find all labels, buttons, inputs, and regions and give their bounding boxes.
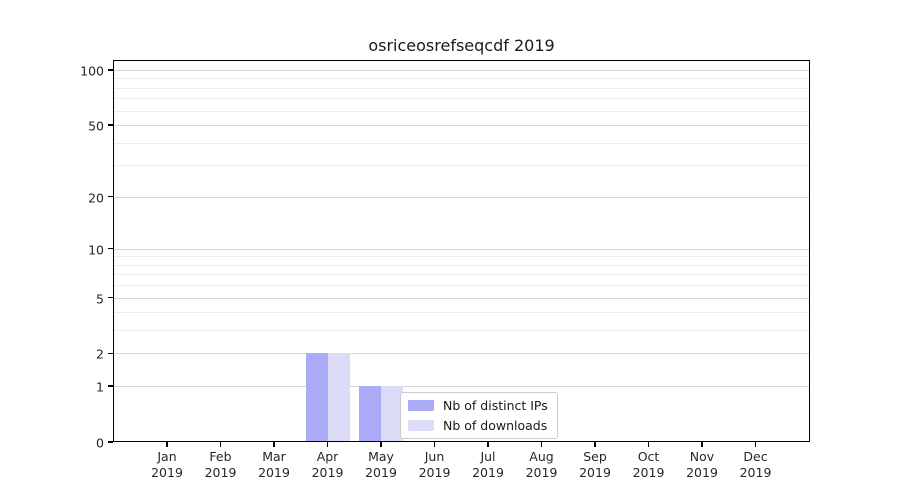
y-tick-label-100: 100 (80, 63, 104, 79)
gridline-major-1 (113, 386, 810, 388)
y-tick-5 (108, 296, 113, 299)
gridline-major-20 (113, 196, 810, 198)
x-tick-label-feb: Feb 2019 (204, 449, 237, 481)
gridline-major-2 (113, 353, 810, 355)
gridline-minor-9 (113, 256, 810, 258)
x-tick-may (380, 442, 382, 447)
y-tick-1 (108, 385, 113, 387)
gridline-major-50 (113, 125, 810, 127)
gridline-major-10 (113, 248, 810, 250)
x-tick-dec (754, 442, 757, 447)
gridline-minor-40 (113, 142, 810, 144)
legend-label-distinct-ips: Nb of distinct IPs (443, 398, 548, 413)
bar-nb-of-distinct-ips-may (359, 386, 381, 442)
bar-nb-of-downloads-apr (327, 353, 350, 442)
y-tick-2 (108, 352, 113, 355)
gridline-minor-7 (113, 274, 810, 276)
gridline-minor-6 (113, 285, 810, 287)
gridline-minor-4 (113, 312, 810, 314)
x-tick-jun (433, 442, 436, 447)
x-tick-jul (487, 442, 489, 447)
y-tick-label-5: 5 (96, 291, 104, 307)
x-tick-label-may: May 2019 (365, 449, 397, 481)
x-tick-sep (594, 442, 596, 447)
legend-entry-downloads: Nb of downloads (408, 418, 548, 433)
x-tick-feb (219, 442, 222, 447)
y-tick-label-50: 50 (88, 118, 104, 134)
legend-swatch-downloads (408, 420, 434, 431)
x-tick-label-jan: Jan 2019 (151, 449, 183, 481)
x-tick-nov (701, 442, 703, 447)
gridline-minor-60 (113, 110, 810, 112)
gridline-minor-30 (113, 165, 810, 167)
y-tick-label-10: 10 (88, 242, 104, 258)
gridline-minor-90 (113, 78, 810, 80)
x-tick-apr (326, 442, 329, 447)
x-tick-label-oct: Oct 2019 (632, 449, 665, 481)
x-tick-jan (166, 442, 168, 447)
y-tick-label-1: 1 (96, 379, 104, 395)
y-tick-label-0: 0 (96, 435, 104, 451)
x-tick-mar (273, 442, 275, 447)
bar-nb-of-distinct-ips-apr (305, 353, 328, 442)
x-tick-label-apr: Apr 2019 (311, 449, 344, 481)
x-tick-label-jul: Jul 2019 (472, 449, 504, 481)
gridline-major-100 (113, 70, 810, 71)
gridline-major-5 (113, 297, 810, 299)
bar-nb-of-downloads-may (381, 386, 403, 442)
x-tick-label-mar: Mar 2019 (258, 449, 290, 481)
y-tick-50 (108, 124, 113, 126)
x-tick-label-sep: Sep 2019 (579, 449, 611, 481)
chart-title: osriceosrefseqcdf 2019 (368, 36, 555, 55)
legend-entry-distinct-ips: Nb of distinct IPs (408, 398, 548, 413)
y-tick-label-2: 2 (96, 346, 104, 362)
y-tick-10 (108, 247, 113, 250)
x-tick-label-jun: Jun 2019 (418, 449, 451, 481)
y-tick-0 (108, 441, 113, 443)
x-tick-label-nov: Nov 2019 (686, 449, 718, 481)
gridline-minor-80 (113, 87, 810, 89)
y-tick-20 (108, 195, 113, 198)
x-tick-label-aug: Aug 2019 (525, 449, 558, 481)
gridline-minor-8 (113, 264, 810, 266)
y-tick-100 (108, 69, 113, 71)
x-tick-label-dec: Dec 2019 (739, 449, 772, 481)
x-tick-oct (647, 442, 650, 447)
gridline-minor-3 (113, 330, 810, 332)
gridline-minor-70 (113, 98, 810, 100)
legend: Nb of distinct IPs Nb of downloads (400, 392, 558, 439)
legend-label-downloads: Nb of downloads (443, 418, 548, 433)
x-tick-aug (540, 442, 543, 447)
y-tick-label-20: 20 (88, 190, 104, 206)
legend-swatch-distinct-ips (408, 400, 434, 411)
